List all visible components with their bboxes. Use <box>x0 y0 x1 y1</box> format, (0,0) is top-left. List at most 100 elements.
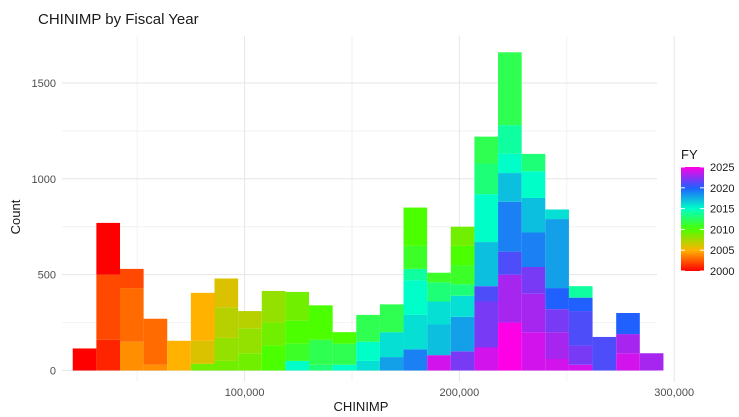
histogram-bar-segment <box>427 355 451 371</box>
histogram-bar-segment <box>403 314 428 350</box>
histogram-bar-segment <box>521 232 546 267</box>
histogram-bar-segment <box>143 364 168 371</box>
histogram-bar-segment <box>521 293 546 333</box>
histogram-bar-segment <box>72 348 97 371</box>
histogram-bar-segment <box>474 347 499 371</box>
histogram-bar-segment <box>403 349 428 371</box>
histogram-bar-segment <box>379 357 404 371</box>
histogram-bar-segment <box>190 292 215 341</box>
histogram-bar-segment <box>568 345 593 365</box>
y-tick-label: 1500 <box>32 78 56 90</box>
histogram-bar-segment <box>545 358 569 371</box>
histogram-bar-segment <box>474 194 499 243</box>
histogram-bar-segment <box>214 278 239 308</box>
histogram-bar-segment <box>261 322 286 346</box>
histogram-bars <box>72 52 664 371</box>
histogram-bar-segment <box>332 343 357 365</box>
histogram-bar-segment <box>521 171 546 198</box>
histogram-bar-segment <box>309 339 333 365</box>
histogram-bar-segment <box>403 207 428 246</box>
histogram-bar-segment <box>285 360 310 371</box>
histogram-bar-segment <box>616 353 640 371</box>
histogram-bar-segment <box>568 311 593 346</box>
histogram-bar-segment <box>96 222 120 275</box>
histogram-bar-segment <box>403 268 428 281</box>
histogram-bar-segment <box>190 363 215 371</box>
histogram-bar-segment <box>521 266 546 294</box>
histogram-bar-segment <box>474 301 499 348</box>
legend-tick-label: 2010 <box>710 224 734 236</box>
legend-tick-label: 2020 <box>710 183 734 195</box>
grid-lines <box>62 36 675 382</box>
histogram-bar-segment <box>427 272 451 283</box>
histogram-bar-segment <box>261 345 286 371</box>
histogram-bar-segment <box>498 201 522 252</box>
y-tick-label: 1000 <box>32 174 56 186</box>
histogram-bar-segment <box>119 268 144 289</box>
histogram-bar-segment <box>285 291 310 321</box>
histogram-bar-segment <box>498 125 522 154</box>
histogram-bar-segment <box>521 197 546 233</box>
histogram-bar-segment <box>592 336 617 371</box>
histogram-bar-segment <box>214 307 239 338</box>
histogram-bar-segment <box>498 173 522 202</box>
histogram-bar-segment <box>450 226 475 246</box>
histogram-bar-segment <box>285 320 310 344</box>
histogram-bar-segment <box>450 295 475 317</box>
histogram-bar-segment <box>167 340 191 371</box>
histogram-bar-segment <box>356 314 380 342</box>
histogram-bar-segment <box>96 339 120 371</box>
chart-title: CHINIMP by Fiscal Year <box>38 11 199 28</box>
legend-tick-label: 2025 <box>710 162 734 174</box>
histogram-bar-segment <box>474 136 499 164</box>
histogram-bar-segment <box>332 332 357 344</box>
x-tick-label: 100,000 <box>225 387 265 399</box>
histogram-bar-segment <box>143 318 168 365</box>
histogram-bar-segment <box>238 311 262 329</box>
histogram-bar-segment <box>498 153 522 174</box>
legend-title: FY <box>681 147 698 162</box>
histogram-bar-segment <box>285 343 310 361</box>
x-axis-ticks: 100,000 200,000 300,000 <box>225 387 694 399</box>
histogram-bar-segment <box>96 274 120 340</box>
histogram-bar-segment <box>545 209 569 220</box>
legend-tick-label: 2015 <box>710 204 734 216</box>
histogram-bar-segment <box>498 274 522 323</box>
histogram-bar-segment <box>545 332 569 359</box>
histogram-bar-segment <box>356 341 380 361</box>
histogram-bar-segment <box>190 340 215 364</box>
y-tick-label: 500 <box>38 270 56 282</box>
x-tick-label: 300,000 <box>654 387 694 399</box>
histogram-bar-segment <box>238 353 262 371</box>
histogram-bar-segment <box>498 52 522 126</box>
histogram-bar-segment <box>498 322 522 371</box>
x-tick-label: 200,000 <box>439 387 479 399</box>
histogram-bar-segment <box>427 301 451 325</box>
histogram-bar-segment <box>427 282 451 302</box>
histogram-bar-segment <box>568 364 593 371</box>
histogram-bar-segment <box>119 341 144 371</box>
histogram-bar-segment <box>568 297 593 312</box>
legend-ticks: 2000 2005 2010 2015 2020 2025 <box>681 162 734 278</box>
legend-colorbar <box>681 167 704 271</box>
histogram-bar-segment <box>450 351 475 371</box>
histogram-bar-segment <box>498 251 522 275</box>
histogram-bar-segment <box>403 280 428 315</box>
histogram-bar-segment <box>379 332 404 358</box>
histogram-bar-segment <box>521 153 546 172</box>
histogram-bar-segment <box>474 286 499 302</box>
histogram-bar-segment <box>403 245 428 269</box>
histogram-bar-segment <box>309 305 333 340</box>
legend: FY 2000 2005 2010 2015 2020 2025 <box>681 147 734 278</box>
histogram-bar-segment <box>616 312 640 335</box>
histogram-bar-segment <box>450 316 475 352</box>
histogram-bar-segment <box>214 337 239 361</box>
histogram-bar-segment <box>427 324 451 356</box>
legend-tick-label: 2005 <box>710 245 734 257</box>
histogram-bar-segment <box>450 245 475 266</box>
histogram-bar-segment <box>214 360 239 371</box>
legend-tick-label: 2000 <box>710 266 734 278</box>
histogram-bar-segment <box>545 309 569 333</box>
histogram-bar-segment <box>474 163 499 195</box>
